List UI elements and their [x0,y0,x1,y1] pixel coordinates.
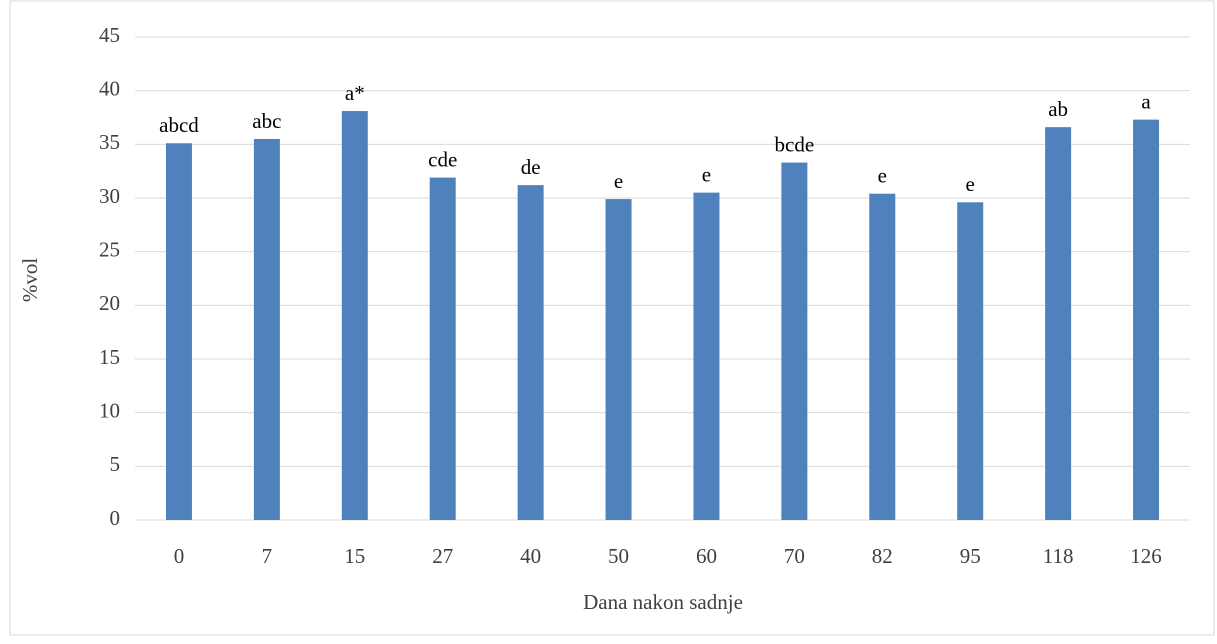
bar [341,111,368,520]
x-tick-label: 15 [344,544,365,568]
y-axis-label: %vol [18,258,42,302]
x-tick-label: 60 [696,544,717,568]
y-tick-label: 30 [99,184,120,208]
bar-annotation: e [878,164,887,188]
bar-annotation: a [1141,89,1151,113]
bar [165,143,192,520]
bar-annotation: bcde [775,132,815,156]
x-tick-label: 0 [174,544,185,568]
bar-annotation: abc [252,109,281,133]
bar [781,162,808,520]
y-tick-label: 45 [99,23,120,47]
y-tick-label: 25 [99,237,120,261]
bar-annotation: cde [428,147,457,171]
bar [517,185,544,520]
y-tick-label: 10 [99,398,120,422]
bar-annotation: abcd [159,113,199,137]
x-tick-label: 95 [960,544,981,568]
x-tick-label: 82 [872,544,893,568]
y-tick-label: 15 [99,345,120,369]
y-tick-label: 35 [99,130,120,154]
bar-annotation: e [966,172,975,196]
x-tick-label: 7 [262,544,273,568]
x-axis-label: Dana nakon sadnje [583,590,743,614]
x-tick-label: 118 [1043,544,1074,568]
bar [253,138,280,520]
x-tick-label: 27 [432,544,453,568]
bar-annotation: ab [1048,97,1068,121]
bar-annotation: de [521,155,541,179]
bar [1045,127,1072,520]
y-tick-label: 40 [99,76,120,100]
bar-annotation: e [702,162,711,186]
bar [693,192,720,520]
bar [1133,119,1160,520]
bar [957,202,984,520]
y-tick-label: 5 [110,452,121,476]
y-tick-label: 0 [110,506,121,530]
bar-annotation: e [614,169,623,193]
x-tick-label: 70 [784,544,805,568]
x-tick-label: 40 [520,544,541,568]
bar [869,193,896,520]
bar-annotation: a* [345,81,365,105]
y-tick-label: 20 [99,291,120,315]
x-tick-label: 50 [608,544,629,568]
bar [605,199,632,520]
bar [429,177,456,520]
x-tick-label: 126 [1130,544,1162,568]
